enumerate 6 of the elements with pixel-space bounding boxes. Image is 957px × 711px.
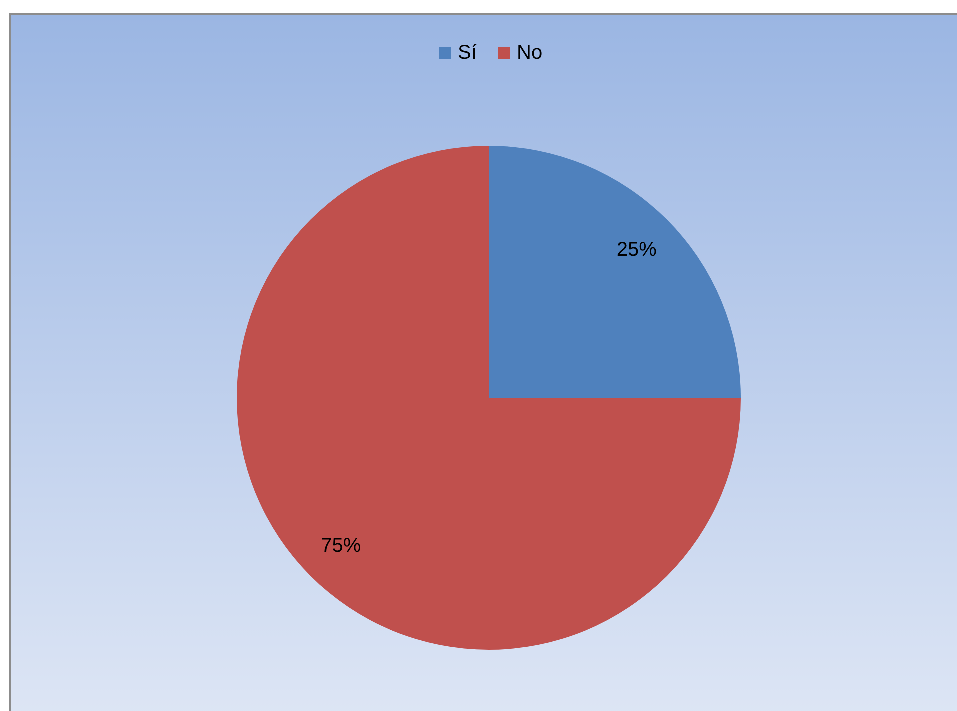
pie-slice: [237, 146, 741, 650]
legend-label: No: [517, 42, 543, 64]
data-label: 75%: [321, 534, 362, 557]
pie-slice: [489, 146, 741, 398]
legend-label: Sí: [458, 42, 478, 64]
data-label: 25%: [616, 239, 658, 262]
